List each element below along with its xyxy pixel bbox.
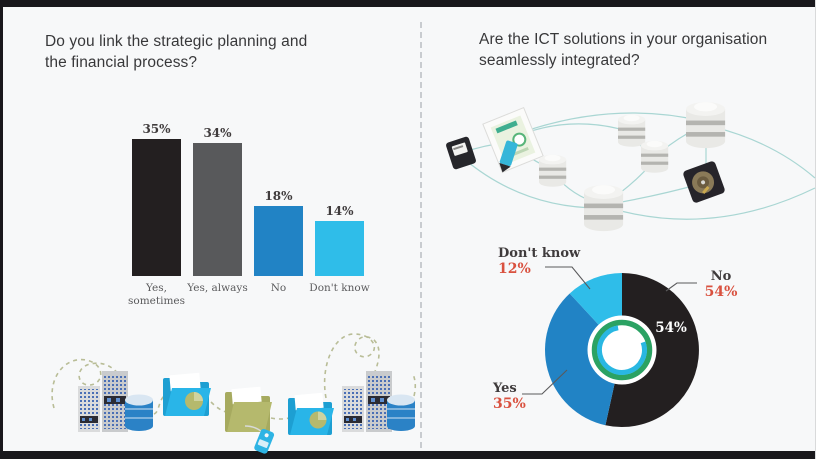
dashed-center-divider <box>420 22 422 448</box>
bar-value-label: 35% <box>142 122 171 136</box>
data-flow-illustration <box>51 333 417 454</box>
hard-disk-icon <box>683 161 725 203</box>
database-icon <box>641 140 669 173</box>
document-pen-icon <box>482 107 544 173</box>
right-question-title: Are the ICT solutions in your organisati… <box>479 31 768 69</box>
donut-chart: 54% <box>545 273 699 427</box>
bar-value-label: 14% <box>325 204 354 218</box>
bar-category-label: Yes, sometimes <box>127 282 186 307</box>
database-icon <box>686 102 726 149</box>
left-question-title: Do you link the strategic planning and t… <box>45 33 308 71</box>
bar-category-label: Don't know <box>309 282 370 294</box>
donut-inside-value: 54% <box>655 320 687 336</box>
callout-yes-label: Yes <box>493 381 517 396</box>
bar <box>315 221 364 276</box>
tag-icon <box>254 428 275 454</box>
callout-no-label: No <box>710 269 732 284</box>
callout-dont-know-value: 12% <box>498 261 531 277</box>
database-icon <box>584 185 624 232</box>
bar-value-label: 34% <box>203 126 232 140</box>
database-icon <box>539 154 567 187</box>
bar-category-label: No <box>270 282 287 294</box>
bar-value-label: 18% <box>264 189 293 203</box>
bottom-border-bar <box>0 451 816 459</box>
bar-category-label: Yes, always <box>187 282 248 294</box>
card-reader-icon <box>446 136 476 170</box>
callout-no-value: 54% <box>704 284 738 300</box>
bar <box>254 206 303 276</box>
folder-icon <box>225 386 272 432</box>
callout-yes: Yes 35% <box>493 381 526 413</box>
callout-dont-know-label: Don't know <box>498 246 581 261</box>
database-icon <box>387 394 415 431</box>
database-icon <box>618 114 646 147</box>
folder-pie-icon <box>288 392 334 435</box>
folder-pie-icon <box>163 372 211 416</box>
callout-no: No 54% <box>699 269 743 301</box>
callout-yes-value: 35% <box>493 396 526 412</box>
callout-dont-know: Don't know 12% <box>498 246 580 278</box>
server-rack-icon <box>342 371 392 432</box>
server-rack-icon <box>78 371 128 432</box>
cyan-arc-icon <box>596 325 647 375</box>
top-border-bar <box>0 0 816 7</box>
network-illustration <box>446 102 816 232</box>
green-ring-icon <box>591 319 653 381</box>
left-border-bar <box>0 0 3 459</box>
database-icon <box>125 394 153 431</box>
bar <box>193 143 242 276</box>
bar <box>132 139 181 276</box>
